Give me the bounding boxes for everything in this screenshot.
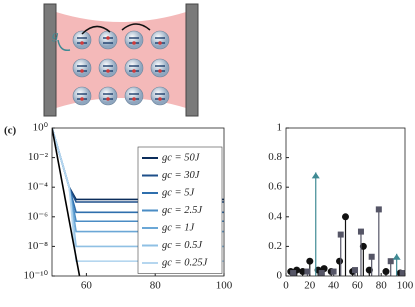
cavity-diagram: g [43, 3, 199, 117]
stem-head [299, 268, 307, 276]
atom [98, 86, 118, 106]
x-tick-label: 20 [304, 280, 316, 292]
x-tick-label: 40 [328, 280, 340, 292]
x-tick-label: 80 [376, 280, 388, 292]
legend-label: gc = 0.5J [162, 240, 203, 251]
hop-arrow [121, 23, 151, 31]
x-tick-label: 80 [150, 280, 162, 292]
mirror [43, 3, 57, 117]
excitation [80, 69, 84, 73]
legend-label: gc = 5J [162, 187, 195, 198]
y-tick-label: 10⁻² [28, 151, 49, 163]
axes-frame [51, 127, 225, 277]
stem-head [306, 257, 314, 265]
legend-label: gc = 2.5J [162, 205, 203, 216]
stem-head [318, 270, 325, 276]
y-tick-label: 0.4 [268, 210, 282, 222]
y-tick-label: 0.8 [268, 151, 282, 163]
stem-head [387, 258, 394, 265]
stem-head [392, 253, 401, 260]
excitation [132, 69, 136, 73]
x-tick-label: 0 [283, 280, 289, 292]
stem-head [368, 253, 375, 260]
atom-array [72, 30, 170, 106]
coupling-arrow [57, 39, 71, 52]
stem-head [336, 257, 344, 265]
y-tick-label: 0.6 [268, 181, 282, 193]
cavity-edge [56, 4, 186, 22]
y-tick-label: 10⁻⁶ [27, 210, 48, 222]
excitation [80, 97, 84, 101]
axes-frame [285, 127, 406, 277]
stem-head [337, 231, 344, 238]
atom [150, 86, 170, 106]
excitation [158, 97, 162, 101]
x-tick-label: 60 [352, 280, 364, 292]
plot-area [287, 172, 405, 276]
atom [98, 58, 118, 78]
coupling-label: g [52, 27, 59, 42]
excitation [132, 41, 136, 45]
series-line [52, 128, 81, 276]
legend-label: gc = 1J [162, 222, 195, 233]
x-tick-label: 60 [81, 280, 93, 292]
atom [124, 58, 144, 78]
excitation [80, 41, 84, 45]
excitation [106, 36, 110, 40]
stem-head [399, 270, 405, 276]
stem-head [290, 270, 297, 276]
legend-label: gc = 50J [162, 152, 201, 163]
legend-label: gc = 0.25J [162, 257, 209, 268]
stem-head [304, 268, 311, 275]
excitation [158, 41, 162, 45]
stem-head [359, 242, 367, 250]
excitation [158, 69, 162, 73]
atom [150, 30, 170, 50]
stem-head [342, 213, 349, 221]
chart-right: 0 0.2 0.4 0.6 0.8 1 0 20 40 60 80 100 [268, 122, 414, 292]
x-tick-label: 100 [216, 280, 233, 292]
excitation [106, 69, 110, 73]
panel-label: (c) [4, 125, 17, 137]
atom [150, 58, 170, 78]
hop-arrow [81, 25, 111, 35]
chart-left: 10⁰ 10⁻² 10⁻⁴ 10⁻⁶ 10⁻⁸ 10⁻¹⁰ 60 80 100 gc = 50J g… [23, 122, 232, 292]
atom [124, 30, 144, 50]
y-tick-label: 10⁻¹⁰ [23, 270, 48, 282]
excitation [132, 97, 136, 101]
stem-head [311, 172, 320, 179]
stem-head [375, 206, 382, 213]
mirror [185, 3, 199, 117]
stem-head [357, 228, 364, 235]
y-tick-label: 10⁻⁴ [27, 181, 48, 193]
atom [124, 86, 144, 106]
stem-head [365, 266, 373, 274]
atom [72, 30, 92, 50]
atom [72, 58, 92, 78]
stem-head [352, 267, 359, 274]
atom [72, 86, 92, 106]
stem-head [330, 268, 337, 275]
y-tick-label: 0 [277, 270, 283, 282]
excitation [106, 97, 110, 101]
y-tick-label: 0.2 [268, 240, 282, 252]
atom [98, 30, 118, 50]
stem-head [382, 268, 390, 276]
legend-label: gc = 30J [162, 170, 201, 181]
y-tick-label: 10⁰ [33, 122, 49, 134]
y-tick-label: 10⁻⁸ [27, 240, 48, 252]
y-tick-label: 1 [277, 122, 283, 134]
x-tick-label: 100 [397, 280, 414, 292]
